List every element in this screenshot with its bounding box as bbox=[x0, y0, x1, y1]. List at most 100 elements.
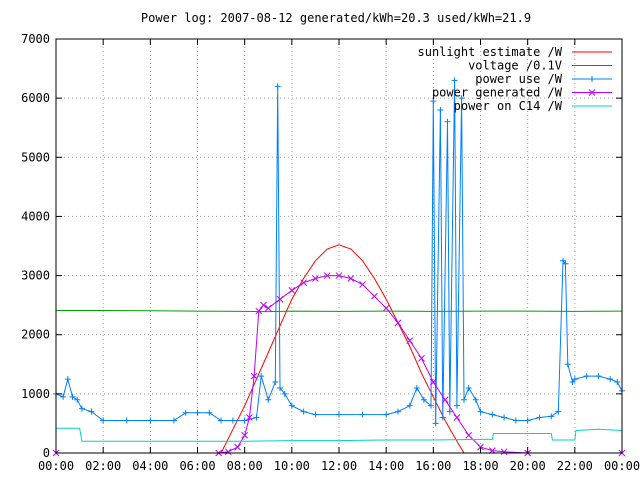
data-point-plus bbox=[100, 417, 107, 424]
data-point-plus bbox=[170, 417, 177, 424]
data-point-plus bbox=[78, 405, 85, 412]
y-tick-label: 1000 bbox=[21, 387, 50, 401]
x-tick-label: 22:00 bbox=[557, 459, 593, 473]
data-point-plus bbox=[359, 411, 366, 418]
data-point-plus bbox=[614, 379, 621, 386]
data-point-plus bbox=[595, 373, 602, 380]
data-point-plus bbox=[383, 411, 390, 418]
data-point-plus bbox=[446, 408, 453, 415]
data-point-plus bbox=[477, 408, 484, 415]
data-point-plus bbox=[607, 376, 614, 383]
data-point-cross bbox=[264, 304, 272, 312]
y-tick-label: 2000 bbox=[21, 328, 50, 342]
data-point-plus bbox=[194, 409, 201, 416]
data-point-cross bbox=[276, 295, 284, 303]
legend-entry: sunlight estimate /W bbox=[418, 45, 612, 59]
data-point-plus bbox=[444, 118, 451, 125]
data-point-cross bbox=[359, 281, 366, 288]
data-point-cross bbox=[347, 275, 355, 282]
data-point-cross bbox=[288, 287, 296, 294]
series-line bbox=[56, 310, 623, 313]
data-point-cross bbox=[453, 414, 461, 421]
y-tick-label: 3000 bbox=[21, 269, 50, 283]
data-point-plus bbox=[548, 413, 555, 420]
data-point-plus bbox=[427, 402, 434, 409]
data-point-cross bbox=[323, 272, 331, 279]
legend-label: sunlight estimate /W bbox=[418, 45, 563, 59]
data-point-cross bbox=[382, 304, 390, 312]
data-point-plus bbox=[272, 379, 279, 386]
data-point-plus bbox=[453, 402, 460, 409]
data-point-plus bbox=[88, 408, 95, 415]
x-tick-label: 10:00 bbox=[274, 459, 310, 473]
data-point-plus bbox=[147, 417, 154, 424]
axis-layer: 0 1000 2000 3000 4000 5000 6000 7000 00:00 02:00 0… bbox=[21, 32, 640, 473]
data-point-plus bbox=[281, 390, 288, 397]
y-tick-label: 5000 bbox=[21, 150, 50, 164]
series-4 bbox=[56, 427, 623, 442]
data-point-cross bbox=[335, 272, 343, 279]
data-point-plus bbox=[394, 408, 401, 415]
x-tick-label: 02:00 bbox=[85, 459, 121, 473]
data-point-plus bbox=[437, 106, 444, 113]
data-point-plus bbox=[253, 414, 260, 421]
data-point-cross bbox=[260, 301, 267, 309]
series-line bbox=[220, 244, 465, 454]
legend-label: power on C14 /W bbox=[454, 99, 563, 113]
data-point-plus bbox=[206, 409, 213, 416]
series-0 bbox=[220, 244, 465, 454]
data-point-cross bbox=[588, 89, 596, 96]
data-point-plus bbox=[501, 414, 508, 421]
data-point-cross bbox=[441, 396, 449, 404]
series-layer bbox=[52, 77, 626, 457]
data-point-cross bbox=[250, 372, 258, 380]
x-tick-label: 08:00 bbox=[227, 459, 263, 473]
x-tick-label: 14:00 bbox=[368, 459, 404, 473]
data-point-plus bbox=[229, 417, 236, 424]
data-point-cross bbox=[465, 431, 473, 439]
data-point-plus bbox=[458, 95, 465, 102]
legend-label: power generated /W bbox=[432, 86, 563, 100]
data-point-plus bbox=[460, 396, 467, 403]
data-point-plus bbox=[439, 414, 446, 421]
data-point-plus bbox=[60, 393, 67, 400]
data-point-plus bbox=[123, 417, 130, 424]
legend-label: voltage /0.1V bbox=[468, 59, 562, 73]
data-point-plus bbox=[69, 393, 76, 400]
data-point-plus bbox=[512, 417, 519, 424]
data-point-plus bbox=[218, 417, 225, 424]
x-tick-label: 20:00 bbox=[510, 459, 546, 473]
data-point-cross bbox=[246, 414, 253, 421]
data-point-plus bbox=[432, 420, 439, 427]
data-point-plus bbox=[258, 373, 265, 380]
series-line bbox=[56, 427, 623, 442]
grid-layer bbox=[56, 39, 622, 453]
data-point-plus bbox=[74, 396, 81, 403]
data-point-cross bbox=[300, 279, 307, 287]
legend-entry: power use /W bbox=[475, 72, 612, 86]
x-tick-label: 00:00 bbox=[604, 459, 640, 473]
data-point-plus bbox=[406, 402, 413, 409]
series-1 bbox=[56, 310, 623, 313]
data-point-plus bbox=[265, 396, 272, 403]
data-point-plus bbox=[288, 402, 295, 409]
legend-label: power use /W bbox=[475, 72, 562, 86]
data-point-plus bbox=[555, 408, 562, 415]
x-tick-label: 00:00 bbox=[38, 459, 74, 473]
y-tick-label: 4000 bbox=[21, 209, 50, 223]
y-tick-label: 0 bbox=[43, 446, 50, 460]
x-tick-label: 06:00 bbox=[179, 459, 215, 473]
data-point-plus bbox=[312, 411, 319, 418]
data-point-cross bbox=[394, 319, 402, 327]
data-point-plus bbox=[413, 384, 420, 391]
data-point-plus bbox=[430, 98, 437, 105]
data-point-cross bbox=[312, 275, 319, 282]
data-point-plus bbox=[451, 77, 458, 84]
data-point-cross bbox=[406, 337, 414, 344]
data-point-plus bbox=[336, 411, 342, 418]
data-point-cross bbox=[255, 307, 263, 315]
x-tick-label: 04:00 bbox=[132, 459, 168, 473]
chart-title: Power log: 2007-08-12 generated/kWh=20.3… bbox=[141, 11, 531, 25]
data-point-plus bbox=[583, 373, 590, 380]
